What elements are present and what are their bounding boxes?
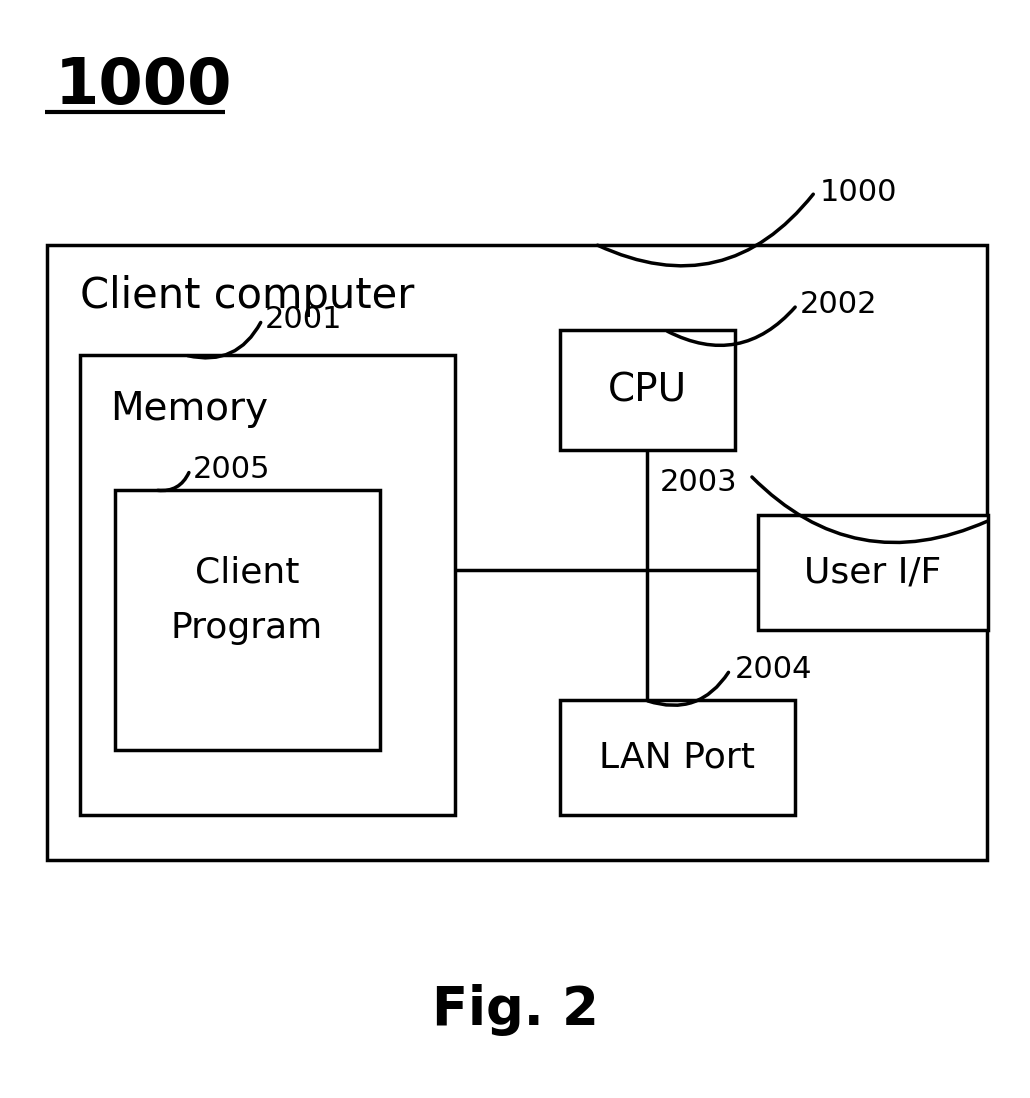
Text: 2002: 2002	[800, 290, 878, 320]
Bar	[115, 490, 380, 750]
Text: Memory: Memory	[110, 390, 268, 428]
Text: 2001: 2001	[265, 305, 343, 334]
Bar	[80, 355, 455, 815]
Text: 1000: 1000	[820, 178, 897, 208]
Text: User I/F: User I/F	[804, 554, 941, 589]
Bar	[560, 701, 795, 815]
Text: 2004: 2004	[735, 656, 813, 684]
Text: LAN Port: LAN Port	[599, 740, 755, 774]
Text: Client
Program: Client Program	[171, 556, 323, 645]
Text: 2003: 2003	[660, 468, 737, 497]
Bar	[560, 330, 735, 450]
Text: Fig. 2: Fig. 2	[432, 984, 598, 1037]
Bar	[47, 245, 987, 860]
Text: CPU: CPU	[608, 371, 687, 408]
Bar	[758, 515, 988, 630]
Text: 2005: 2005	[193, 455, 271, 484]
Text: 1000: 1000	[55, 55, 233, 117]
Text: Client computer: Client computer	[80, 274, 414, 317]
